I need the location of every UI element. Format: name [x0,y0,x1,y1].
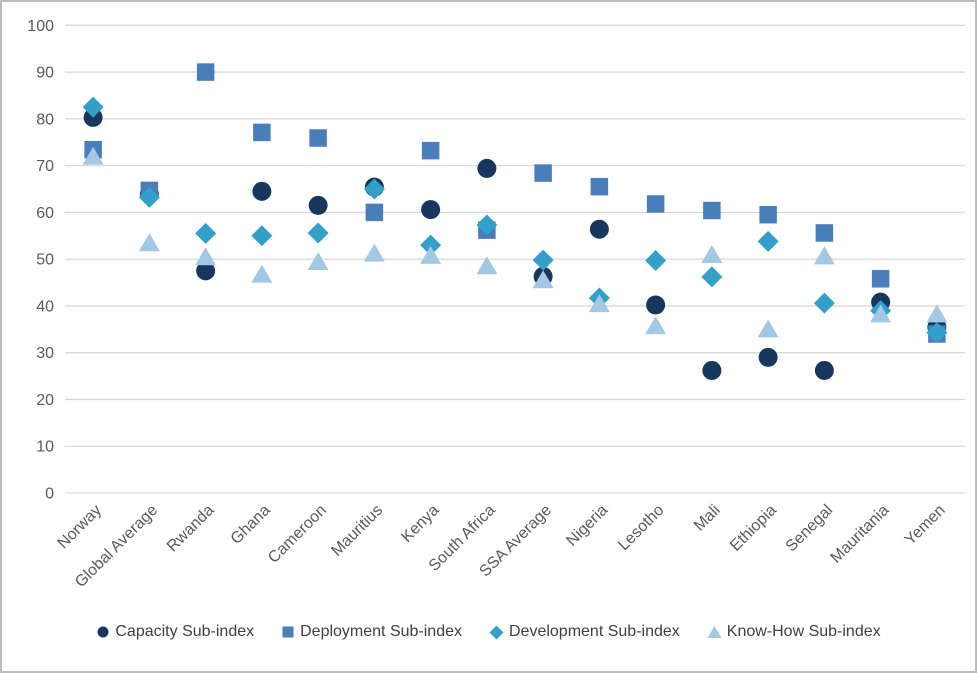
y-axis-tick-label: 30 [36,345,54,362]
y-axis-tick-label: 50 [36,252,54,269]
data-point-capacity-sub-index [758,347,778,367]
y-axis-tick-label: 20 [36,392,54,409]
y-axis-tick-label: 70 [36,158,54,175]
capacity-circle-icon [97,626,109,638]
data-point-development-sub-index [701,266,723,288]
data-point-development-sub-index [532,249,554,271]
y-axis-tick-label: 10 [36,439,54,456]
data-point-deployment-sub-index [759,205,777,224]
data-point-deployment-sub-index [534,164,552,182]
legend-item-deployment: Deployment Sub-index [281,623,462,641]
data-point-know-how-sub-index [307,251,329,270]
data-point-development-sub-index [926,322,948,344]
data-point-development-sub-index [813,292,835,314]
data-point-development-sub-index [307,222,329,244]
x-axis-category-label: Mauritania [828,502,893,567]
data-point-know-how-sub-index [813,246,835,265]
legend-label-knowhow: Know-How Sub-index [726,623,881,640]
legend-item-knowhow: Know-How Sub-index [707,623,881,641]
data-point-development-sub-index [251,225,273,247]
x-axis-category-label: Yemen [902,502,949,549]
data-point-development-sub-index [420,234,442,256]
data-point-capacity-sub-index [814,360,834,380]
x-axis-category-label: Senegal [783,502,837,556]
data-point-deployment-sub-index [815,224,834,242]
data-point-know-how-sub-index [588,294,610,313]
data-point-know-how-sub-index [701,244,723,263]
data-point-capacity-sub-index [477,158,497,178]
legend-item-capacity: Capacity Sub-index [96,623,254,641]
data-point-deployment-sub-index [421,141,440,160]
legend: Capacity Sub-index Deployment Sub-index … [2,623,975,641]
x-axis-category-label: Rwanda [164,502,218,556]
data-point-know-how-sub-index [870,304,892,323]
data-point-deployment-sub-index [590,177,609,196]
x-axis-category-label: Norway [55,502,105,552]
legend-label-capacity: Capacity Sub-index [115,623,255,640]
data-point-know-how-sub-index [195,247,217,266]
data-point-know-how-sub-index [251,264,273,283]
data-point-deployment-sub-index [703,201,721,220]
x-axis-category-label: Nigeria [563,502,611,550]
data-point-know-how-sub-index [82,146,104,165]
data-point-deployment-sub-index [253,123,271,142]
deployment-square-icon [282,626,294,638]
y-axis-tick-label: 0 [45,486,54,503]
y-axis-tick-label: 100 [27,18,54,35]
data-point-deployment-sub-index [196,63,215,81]
y-axis-tick-label: 80 [36,111,54,128]
data-point-capacity-sub-index [252,181,272,201]
data-point-capacity-sub-index [589,219,609,239]
data-point-capacity-sub-index [646,295,666,315]
data-point-development-sub-index [363,178,385,200]
x-axis-category-label: Ethiopia [727,502,780,555]
data-point-capacity-sub-index [702,360,722,380]
data-point-development-sub-index [757,230,779,252]
data-point-know-how-sub-index [926,304,948,323]
data-point-know-how-sub-index [138,233,160,252]
data-point-capacity-sub-index [196,261,216,281]
development-diamond-icon [489,625,504,639]
know-how-triangle-icon [707,626,722,638]
data-point-know-how-sub-index [363,243,385,262]
data-point-deployment-sub-index [871,270,890,288]
data-point-development-sub-index [645,250,667,272]
data-point-capacity-sub-index [308,195,328,215]
y-axis-tick-label: 40 [36,298,54,315]
data-point-development-sub-index [138,186,160,208]
legend-label-development: Development Sub-index [509,623,680,640]
data-point-know-how-sub-index [757,319,779,338]
data-point-deployment-sub-index [365,203,384,222]
data-point-know-how-sub-index [476,256,498,275]
data-point-deployment-sub-index [309,129,327,147]
data-point-development-sub-index [195,222,217,244]
data-point-know-how-sub-index [645,316,667,335]
x-axis-category-label: Mauritius [328,502,386,560]
x-axis-category-label: Mali [691,502,724,535]
legend-label-deployment: Deployment Sub-index [300,623,462,640]
x-axis-category-label: Cameroon [265,502,330,567]
data-point-deployment-sub-index [646,195,665,213]
x-axis-category-label: Lesotho [615,502,667,554]
legend-item-development: Development Sub-index [489,623,680,641]
data-point-capacity-sub-index [421,200,441,220]
y-axis-tick-label: 60 [36,205,54,222]
data-point-development-sub-index [476,214,498,236]
x-axis-category-label: Ghana [228,502,274,548]
data-point-know-how-sub-index [420,245,442,264]
y-axis-tick-label: 90 [36,65,54,82]
x-axis-category-label: Kenya [398,502,442,546]
data-point-development-sub-index [82,96,104,118]
data-point-know-how-sub-index [532,270,554,289]
